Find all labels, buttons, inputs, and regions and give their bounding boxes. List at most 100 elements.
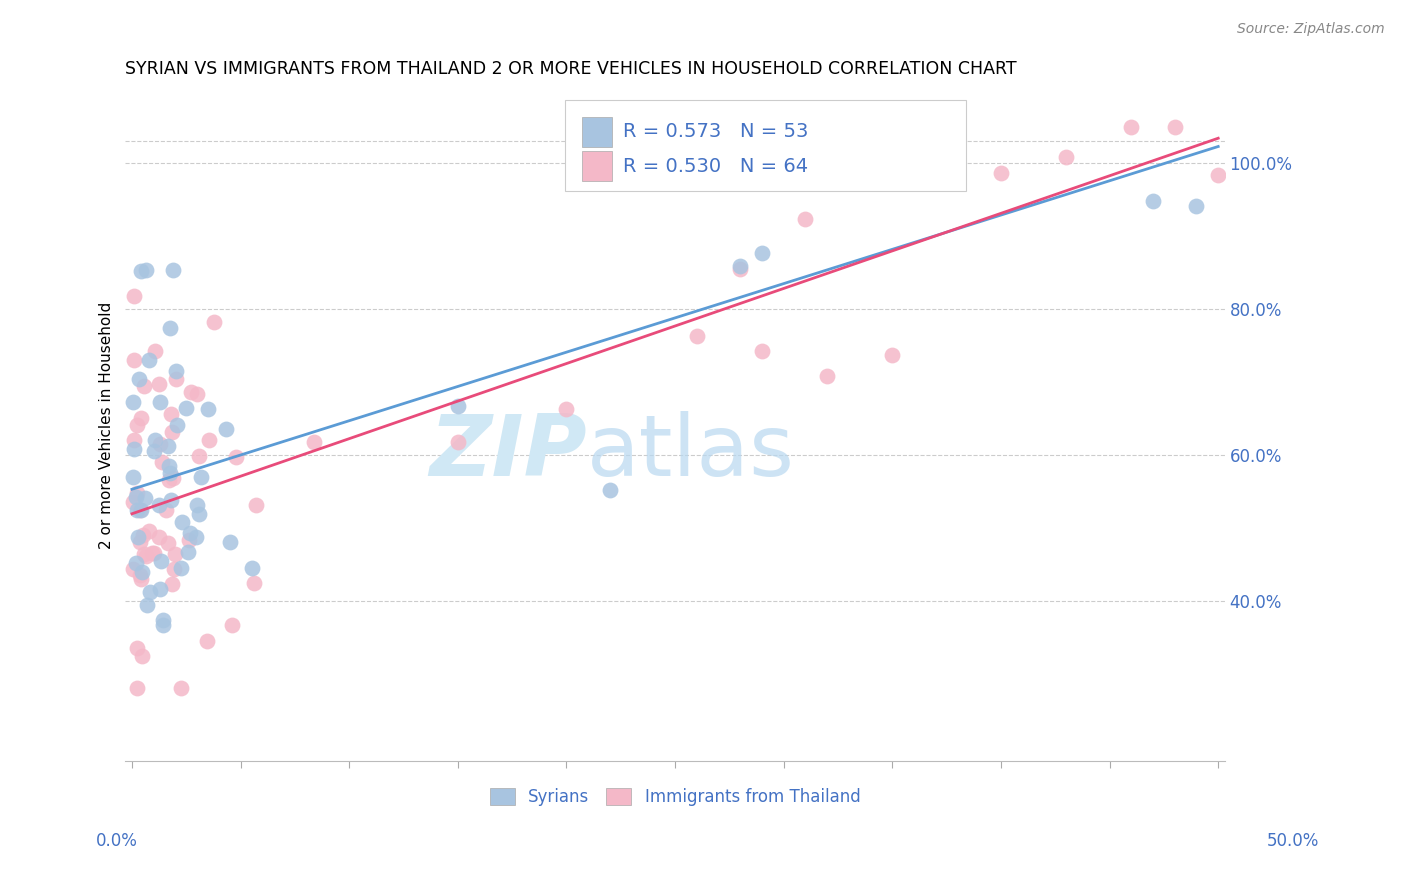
Point [129,264,152,278]
Point [142,546,165,560]
Point [160,425,183,439]
Point [170,681,193,695]
Point [148,376,170,391]
Point [129,572,152,586]
Point [122,562,145,576]
Point [170,561,193,575]
Point [125,556,148,570]
Point [127,681,149,695]
Point [686,328,709,343]
Point [202,315,225,329]
Point [218,534,240,549]
Point [221,617,243,632]
Point [148,499,170,513]
Text: Source: ZipAtlas.com: Source: ZipAtlas.com [1237,22,1385,37]
Point [124,288,146,302]
Point [179,526,201,541]
Point [159,321,181,335]
Point [131,649,153,664]
Point [198,433,221,447]
Point [122,495,145,509]
Point [127,530,149,544]
Point [447,435,470,450]
Point [160,407,183,421]
Point [243,576,266,591]
Point [124,490,146,504]
Point [187,507,209,521]
Point [125,503,148,517]
Point [1121,120,1143,134]
Point [148,530,170,544]
Text: 0.0%: 0.0% [96,832,138,850]
Point [152,613,174,627]
Point [187,449,209,463]
Point [1142,194,1164,208]
Point [1185,199,1208,213]
Point [134,547,156,561]
Point [138,352,160,367]
Point [599,483,621,497]
Point [180,385,202,400]
Point [1206,168,1229,182]
Y-axis label: 2 or more Vehicles in Household: 2 or more Vehicles in Household [100,302,114,549]
Point [946,120,969,134]
Point [143,343,166,358]
Point [730,262,752,277]
Point [134,491,156,505]
Point [135,262,157,277]
Point [129,502,152,516]
Point [447,399,470,413]
Point [139,585,162,599]
Point [186,498,208,512]
Point [131,411,153,425]
Bar [582,117,613,147]
Point [152,617,174,632]
Point [751,246,773,260]
Text: 50.0%: 50.0% [1267,832,1319,850]
Text: SYRIAN VS IMMIGRANTS FROM THAILAND 2 OR MORE VEHICLES IN HOUSEHOLD CORRELATION C: SYRIAN VS IMMIGRANTS FROM THAILAND 2 OR … [125,60,1017,78]
Point [156,439,179,453]
Text: R = 0.530   N = 64: R = 0.530 N = 64 [623,157,808,176]
Point [128,568,150,582]
Point [990,166,1012,180]
Point [136,598,159,612]
Point [155,503,177,517]
Point [132,378,155,392]
FancyBboxPatch shape [565,100,966,191]
Point [184,530,207,544]
Point [162,471,184,485]
Point [751,343,773,358]
Point [214,422,236,436]
Point [162,263,184,277]
Point [157,536,180,550]
Point [128,372,150,386]
Point [143,444,166,458]
Point [815,369,838,384]
Point [815,142,838,156]
Point [186,387,208,401]
Point [165,372,187,386]
Point [159,467,181,481]
Point [122,442,145,456]
Point [122,470,145,484]
Point [240,561,263,575]
Bar [582,151,613,181]
Text: R = 0.573   N = 53: R = 0.573 N = 53 [623,122,808,141]
Point [302,435,325,450]
Point [149,437,172,451]
Point [1054,150,1077,164]
Point [555,402,578,417]
Point [141,546,163,560]
Point [125,640,148,655]
Point [177,533,200,547]
Point [730,259,752,273]
Point [149,582,172,597]
Point [197,402,219,417]
Legend: Syrians, Immigrants from Thailand: Syrians, Immigrants from Thailand [484,781,868,814]
Point [163,562,186,576]
Point [946,142,969,156]
Point [165,364,187,378]
Point [163,547,186,561]
Point [166,417,188,432]
Point [794,212,817,227]
